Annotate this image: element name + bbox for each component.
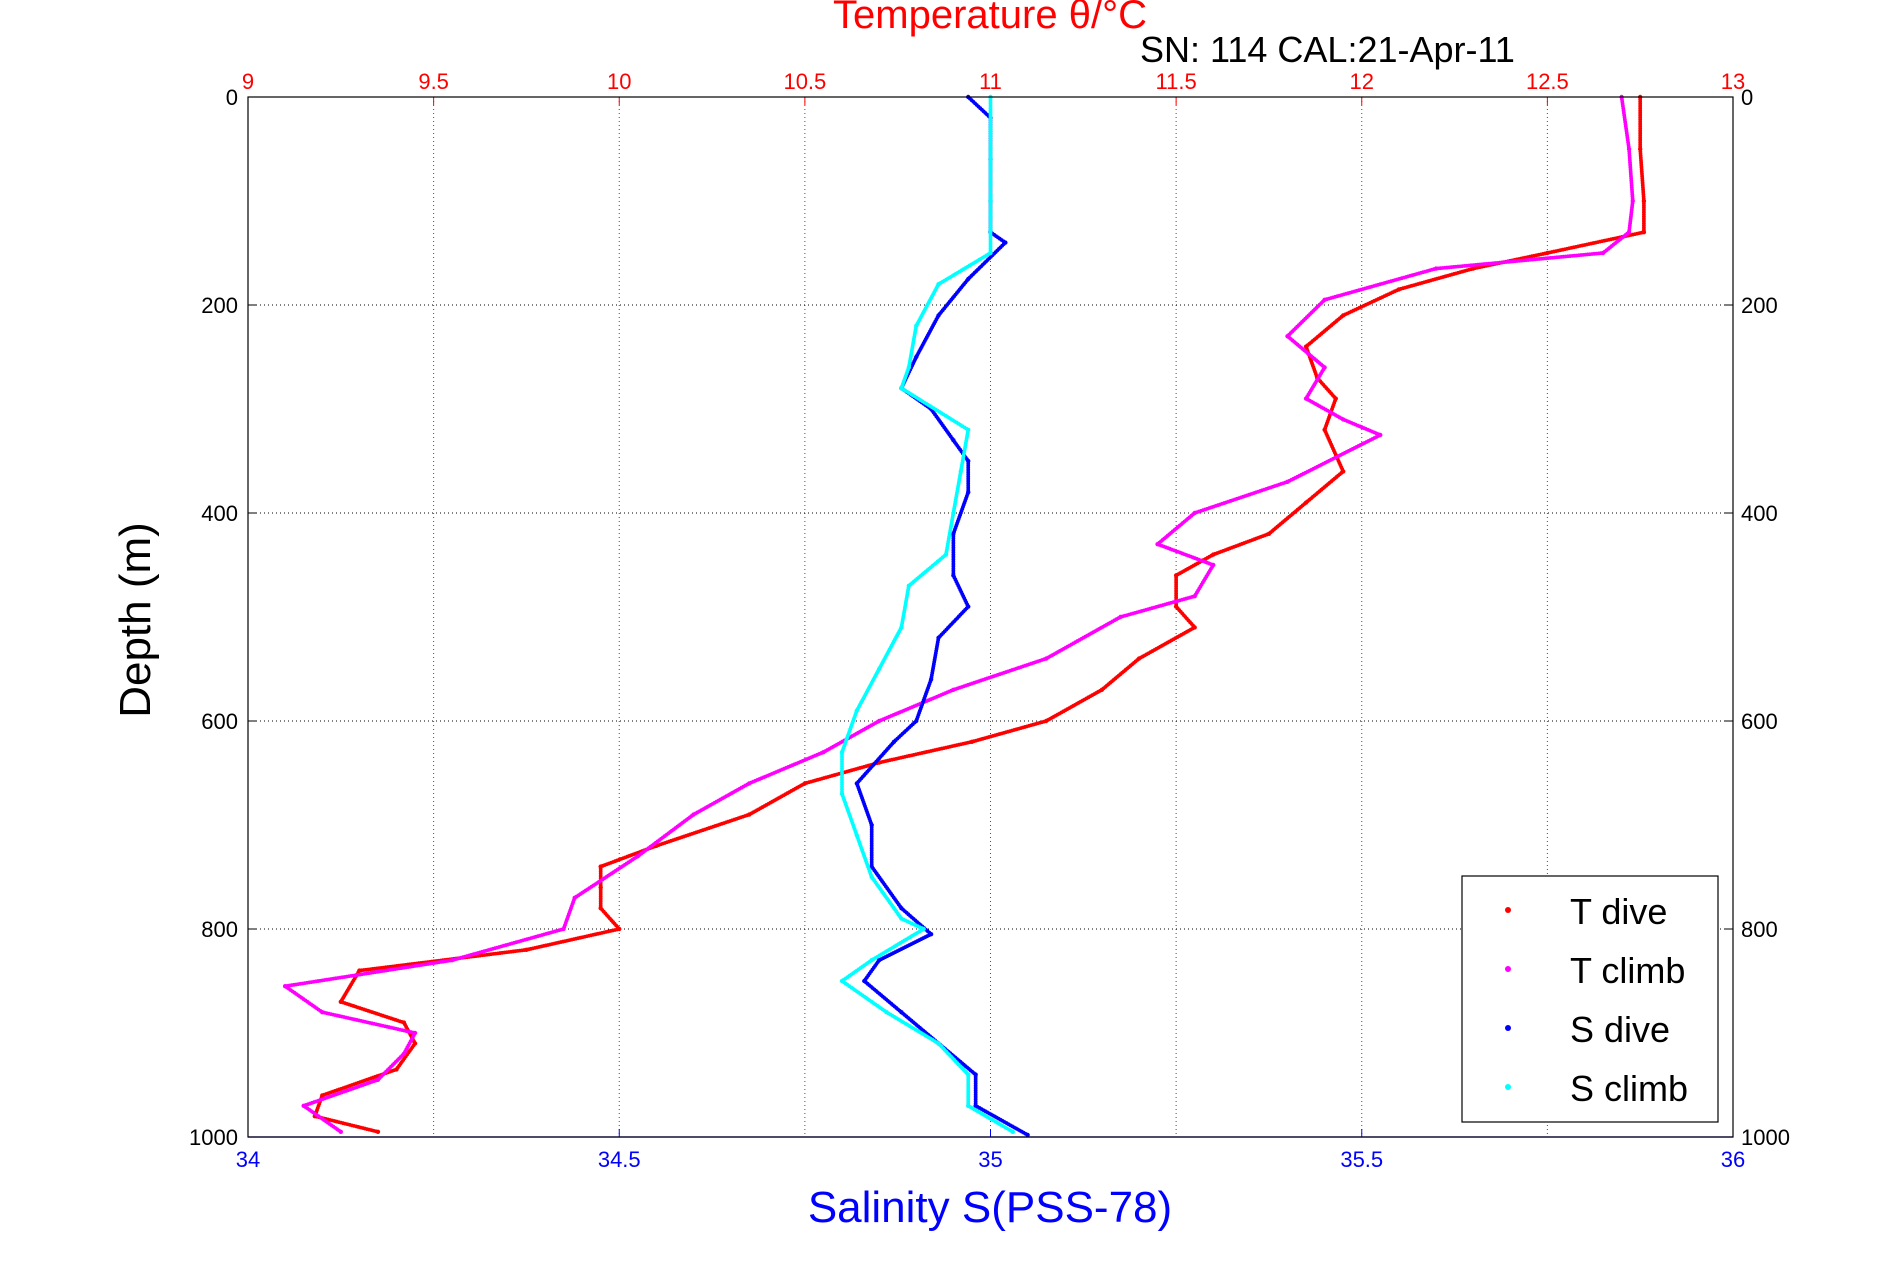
legend: T dive T climb S dive S climb (1461, 875, 1719, 1123)
data-point (338, 1129, 344, 1135)
right-tick-label: 1000 (1741, 1125, 1790, 1150)
legend-label: T climb (1570, 950, 1685, 991)
left-tick-label: 1000 (189, 1125, 238, 1150)
series-t-climb (282, 94, 1635, 1135)
serial-calibration-label: SN: 114 CAL:21-Apr-11 (1140, 29, 1515, 70)
legend-box (1461, 875, 1719, 1123)
top-tick-label: 11 (979, 69, 1002, 94)
left-tick-label: 800 (201, 917, 238, 942)
top-tick-label: 9 (242, 69, 254, 94)
series-t-dive (312, 94, 1647, 1135)
x-axis-title: Salinity S(PSS-78) (808, 1183, 1172, 1232)
legend-items: T dive T climb S dive S climb (1505, 891, 1688, 1109)
left-tick-label: 400 (201, 501, 238, 526)
top-tick-label: 13 (1721, 69, 1745, 94)
legend-label: T dive (1570, 891, 1667, 932)
series-s-climb (839, 94, 1015, 1135)
top-tick-label: 9.5 (418, 69, 449, 94)
bottom-tick-label: 35 (978, 1147, 1002, 1172)
legend-marker (1505, 1025, 1511, 1031)
legend-label: S climb (1570, 1068, 1688, 1109)
right-tick-label: 400 (1741, 501, 1778, 526)
right-tick-label: 600 (1741, 709, 1778, 734)
right-tick-label: 200 (1741, 293, 1778, 318)
top-tick-label: 12.5 (1526, 69, 1569, 94)
data-point (1010, 1129, 1015, 1135)
y-axis-title: Depth (m) (111, 522, 160, 718)
bottom-tick-label: 34 (236, 1147, 260, 1172)
grid-lines (248, 97, 1733, 1137)
bottom-tick-label: 34.5 (598, 1147, 641, 1172)
left-tick-label: 600 (201, 709, 238, 734)
left-tick-label: 0 (226, 85, 238, 110)
right-tick-label: 800 (1741, 917, 1778, 942)
top-tick-label: 10.5 (783, 69, 826, 94)
bottom-tick-label: 35.5 (1340, 1147, 1383, 1172)
data-points (282, 94, 1647, 1138)
right-tick-label: 0 (1741, 85, 1753, 110)
top-tick-label: 12 (1350, 69, 1374, 94)
legend-marker (1505, 966, 1511, 972)
legend-label: S dive (1570, 1009, 1670, 1050)
top-tick-label: 10 (607, 69, 631, 94)
bottom-tick-label: 36 (1721, 1147, 1745, 1172)
top-axis-title: Temperature θ/°C (833, 0, 1147, 37)
series-s-dive (854, 94, 1030, 1138)
data-point (375, 1129, 381, 1135)
left-tick-label: 200 (201, 293, 238, 318)
legend-marker (1505, 907, 1511, 913)
top-tick-label: 11.5 (1156, 69, 1197, 94)
plot-frame (247, 96, 1734, 1138)
legend-marker (1505, 1084, 1511, 1090)
data-point (1025, 1132, 1030, 1138)
